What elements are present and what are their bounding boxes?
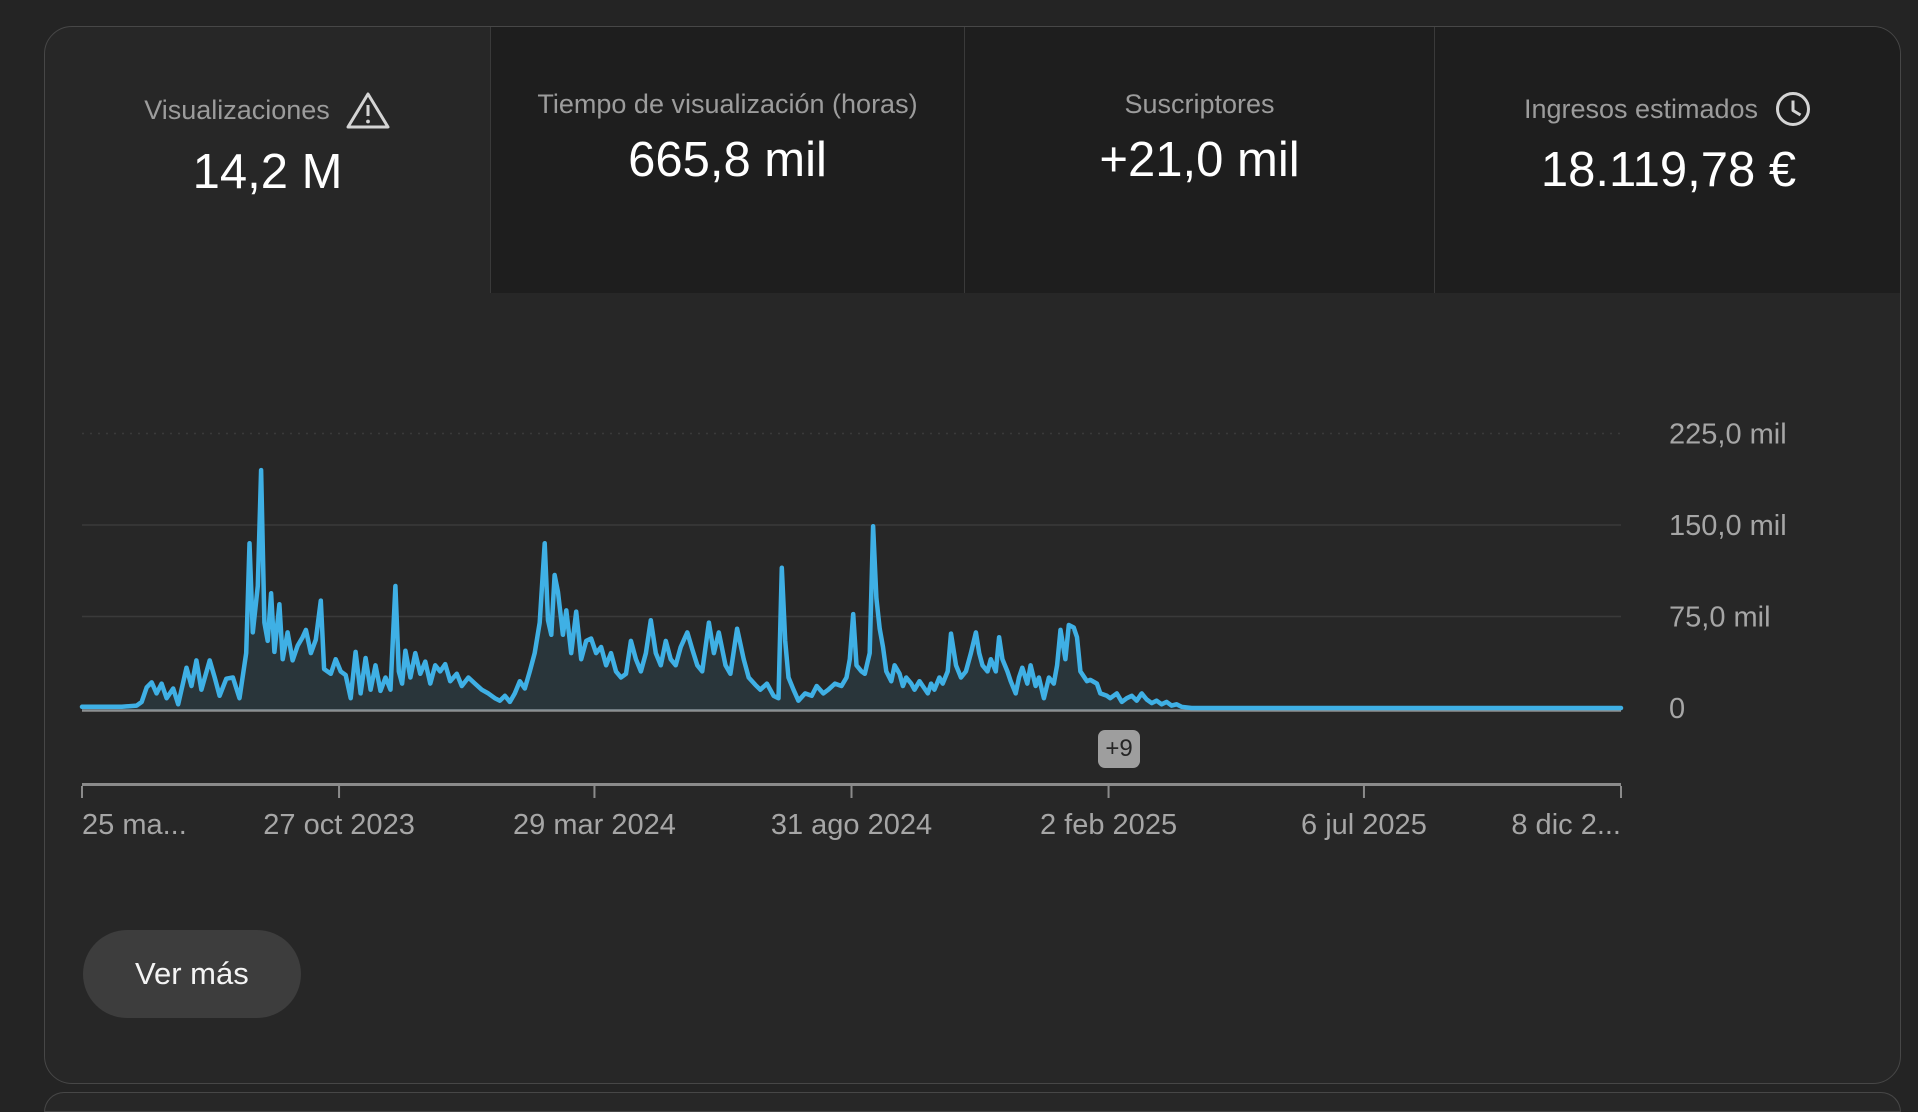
x-axis-label: 25 ma...: [82, 809, 187, 841]
x-axis-label: 31 ago 2024: [771, 809, 932, 841]
tab-label: Ingresos estimados: [1523, 94, 1759, 124]
series-line: [79, 467, 1624, 711]
tab-tiempo-visualizacion[interactable]: Tiempo de visualización (horas) 665,8 mi…: [490, 27, 964, 293]
series-area: [82, 470, 1621, 711]
tab-visualizaciones[interactable]: Visualizaciones 14,2 M: [45, 27, 490, 293]
tab-suscriptores[interactable]: Suscriptores +21,0 mil: [964, 27, 1434, 293]
tab-label: Visualizaciones: [144, 95, 330, 125]
warning-icon[interactable]: [345, 89, 391, 131]
tab-value: 665,8 mil: [628, 133, 827, 187]
x-axis-label: 2 feb 2025: [1040, 809, 1177, 841]
tab-label: Tiempo de visualización (horas): [537, 89, 918, 119]
tab-label: Suscriptores: [1124, 89, 1275, 119]
y-axis-label: 225,0 mil: [1669, 419, 1787, 451]
x-axis-label: 8 dic 2...: [1511, 809, 1621, 841]
analytics-card: Visualizaciones 14,2 M Tiempo de visuali…: [44, 26, 1901, 1084]
y-axis-label: 75,0 mil: [1669, 602, 1771, 634]
tab-value: 14,2 M: [192, 145, 343, 199]
y-axis-label: 150,0 mil: [1669, 510, 1787, 542]
x-axis-label: 27 oct 2023: [263, 809, 415, 841]
tab-ingresos-estimados[interactable]: Ingresos estimados 18.119,78 €: [1434, 27, 1900, 293]
x-axis-label: 6 jul 2025: [1301, 809, 1427, 841]
tab-value: 18.119,78 €: [1540, 143, 1797, 197]
see-more-button[interactable]: Ver más: [83, 930, 301, 1018]
metric-tabs: Visualizaciones 14,2 M Tiempo de visuali…: [45, 27, 1900, 293]
next-card-top-edge: [44, 1092, 1901, 1112]
clock-icon: [1773, 89, 1813, 129]
more-events-badge[interactable]: +9: [1098, 730, 1140, 768]
views-over-time-chart[interactable]: 225,0 mil 150,0 mil 75,0 mil 0 25 ma... 27 oc…: [45, 27, 1901, 1084]
y-axis-label: 0: [1669, 693, 1685, 725]
tab-value: +21,0 mil: [1099, 133, 1300, 187]
x-axis-label: 29 mar 2024: [513, 809, 676, 841]
